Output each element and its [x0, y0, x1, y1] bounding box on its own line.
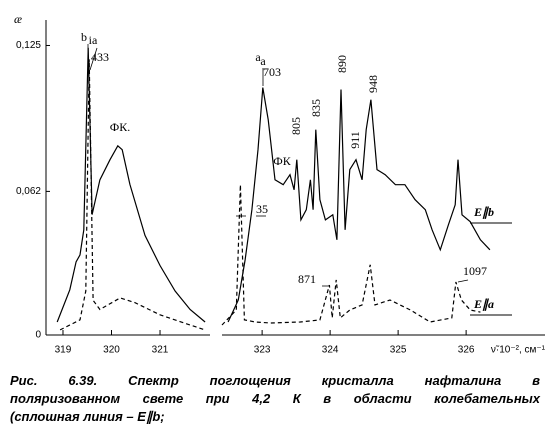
y-tick-label: 0,062: [16, 186, 41, 197]
peak-label: 890: [335, 55, 349, 73]
y-tick-label: 0,125: [16, 40, 41, 51]
peak-label: 805: [289, 117, 303, 135]
peak-label: 1097: [463, 264, 487, 278]
x-tick-label: 325: [390, 345, 407, 356]
caption-line: (сплошная линия – E∥b;: [10, 409, 165, 424]
x-axis-label: ν̃·10⁻², см⁻¹: [491, 345, 546, 356]
caption-line: Рис. 6.39. Спектр поглощения кристалла н…: [10, 373, 540, 388]
y-axis-label: æ: [14, 12, 22, 26]
leader-line: [89, 47, 98, 71]
peak-label: 433: [91, 50, 109, 64]
spectrum-line: [56, 47, 206, 323]
y-tick-label: 0: [35, 330, 41, 341]
x-tick-label: 323: [254, 345, 271, 356]
chart: 319 320 321 0 0,062 0,125 æ b ia 433 ФК. 323 324 325 3…: [14, 12, 546, 356]
peak-label: 835: [309, 99, 323, 117]
x-tick-label: 324: [322, 345, 339, 356]
peak-label: b: [81, 30, 87, 44]
series-label: E∥b: [473, 205, 494, 219]
x-tick-label: 326: [458, 345, 475, 356]
x-tick-label: 321: [152, 345, 169, 356]
peak-label: ФК.: [110, 120, 130, 134]
x-tick-label: 320: [103, 345, 120, 356]
x-tick-label: 319: [55, 345, 72, 356]
peak-label: ia: [89, 33, 98, 47]
spectrum-line: [227, 87, 491, 323]
peak-label: ФК: [273, 154, 291, 168]
peak-label: 871: [298, 272, 316, 286]
peak-label: a: [255, 50, 261, 64]
series-label: E∥a: [473, 297, 494, 311]
peak-label: 948: [366, 75, 380, 93]
peak-label: a: [260, 54, 266, 68]
peak-label: 35: [256, 202, 268, 216]
spectrum-line: [59, 59, 206, 331]
leader-line: [457, 279, 469, 283]
peak-label: 703: [263, 65, 281, 79]
caption: Рис. 6.39. Спектр поглощения кристалла н…: [10, 372, 540, 426]
spectrum-line: [221, 184, 481, 326]
caption-line: поляризованном свете при 4,2 К в области…: [10, 391, 540, 406]
peak-label: 911: [348, 131, 362, 149]
